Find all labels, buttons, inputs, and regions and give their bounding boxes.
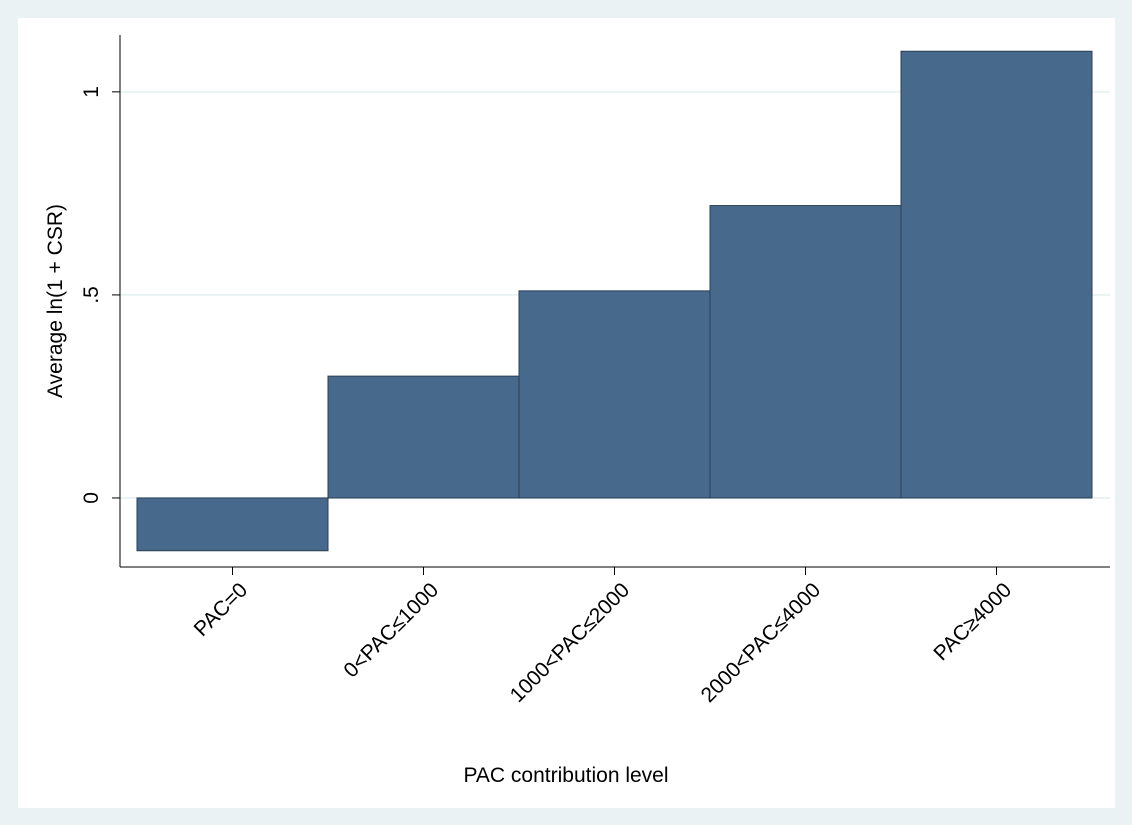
bar	[518, 290, 711, 499]
y-tick-label: 0	[80, 492, 103, 504]
y-tick-label: 1	[80, 86, 103, 98]
bar	[900, 50, 1093, 499]
y-axis-title: Average ln(1 + CSR)	[44, 204, 67, 398]
bar	[709, 205, 902, 499]
x-axis-title: PAC contribution level	[463, 764, 668, 787]
bar	[136, 497, 329, 552]
y-tick-label: .5	[80, 286, 103, 304]
bar	[327, 375, 520, 499]
